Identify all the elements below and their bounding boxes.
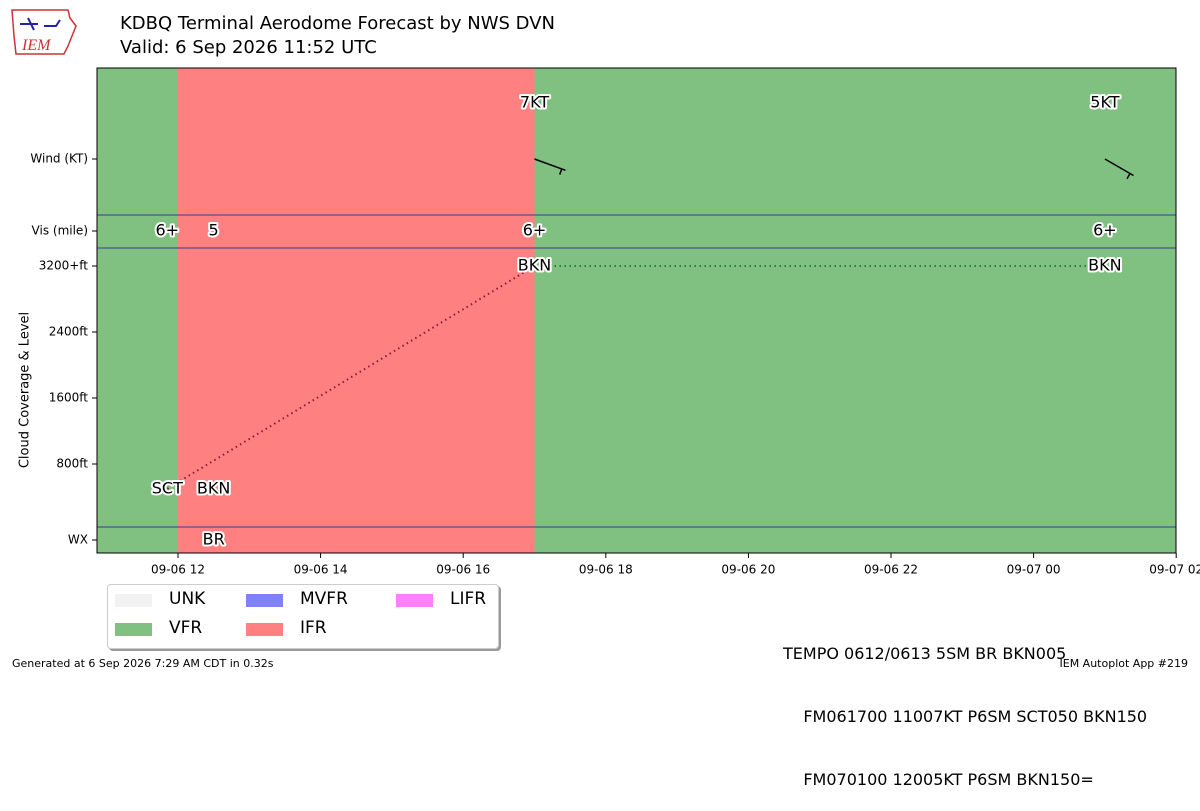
taf-chart: 09-06 12 09-06 14 09-06 16 09-06 18 09-06 20… <box>0 0 1200 675</box>
y-tick-label: WX <box>68 533 88 547</box>
y-tick-label: Vis (mile) <box>32 224 88 238</box>
legend-swatch <box>246 623 283 636</box>
vis-label: 6+ <box>1093 221 1117 240</box>
vis-label: 5 <box>209 221 219 240</box>
wind-label: 5KT <box>1090 93 1119 112</box>
raw-taf-line: FM070100 12005KT P6SM BKN150= <box>783 769 1147 790</box>
cloud-label: BKN <box>1088 256 1121 275</box>
cloud-label: BKN <box>197 478 230 497</box>
y-tick-label: 3200+ft <box>39 259 89 273</box>
legend: UNK VFR MVFR IFR LIFR <box>107 584 499 649</box>
y-tick-label: Wind (KT) <box>30 152 88 166</box>
legend-label: VFR <box>169 618 202 638</box>
legend-swatch <box>115 594 152 607</box>
legend-label: IFR <box>300 618 327 638</box>
cloud-label: SCT <box>152 478 183 497</box>
wx-label: BR <box>203 530 225 549</box>
x-tick-label: 09-06 12 <box>151 563 205 577</box>
cloud-axis-title: Cloud Coverage & Level <box>18 312 33 468</box>
x-tick-label: 09-06 22 <box>864 563 918 577</box>
vis-label: 6+ <box>156 221 180 240</box>
x-tick-label: 09-06 18 <box>579 563 633 577</box>
y-tick-label: 800ft <box>56 457 88 471</box>
legend-swatch <box>396 594 433 607</box>
category-bands <box>97 68 1176 553</box>
x-tick-label: 09-07 00 <box>1007 563 1061 577</box>
app-note: IEM Autoplot App #219 <box>1060 657 1189 670</box>
wind-label: 7KT <box>520 93 549 112</box>
raw-taf-text: TEMPO 0612/0613 5SM BR BKN005 FM061700 1… <box>783 601 1147 811</box>
x-tick-label: 09-06 14 <box>294 563 348 577</box>
x-tick-label: 09-07 02 <box>1149 563 1200 577</box>
x-tick-label: 09-06 20 <box>721 563 775 577</box>
category-band-ifr <box>178 68 535 553</box>
legend-label: MVFR <box>300 589 348 609</box>
y-tick-label: 1600ft <box>49 391 89 405</box>
legend-swatch <box>246 594 283 607</box>
x-tick-label: 09-06 16 <box>436 563 490 577</box>
legend-label: LIFR <box>450 589 486 609</box>
raw-taf-line: FM061700 11007KT P6SM SCT050 BKN150 <box>783 706 1147 727</box>
legend-label: UNK <box>169 589 205 609</box>
vis-label: 6+ <box>523 221 547 240</box>
generated-note: Generated at 6 Sep 2026 7:29 AM CDT in 0… <box>12 657 273 670</box>
y-tick-label: 2400ft <box>49 325 89 339</box>
legend-swatch <box>115 623 152 636</box>
category-band-vfr <box>535 68 1177 553</box>
cloud-label: BKN <box>518 256 551 275</box>
